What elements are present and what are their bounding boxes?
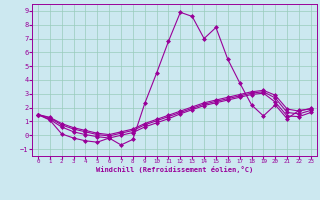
X-axis label: Windchill (Refroidissement éolien,°C): Windchill (Refroidissement éolien,°C) (96, 166, 253, 173)
